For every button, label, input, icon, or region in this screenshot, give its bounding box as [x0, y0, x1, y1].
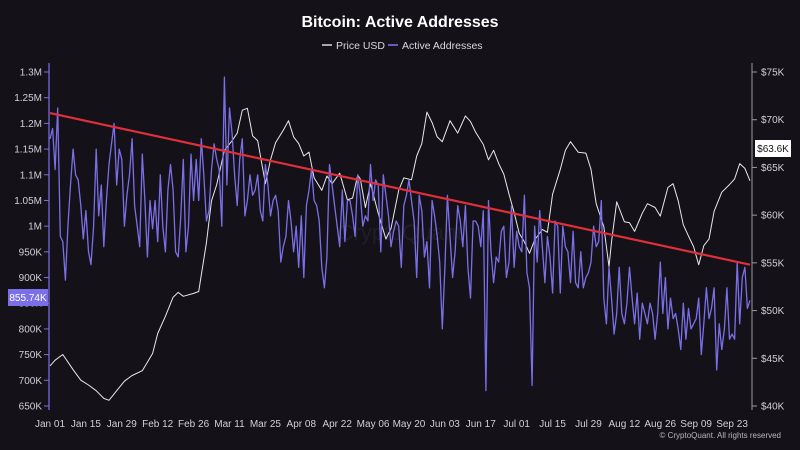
legend-label-price[interactable]: Price USD [336, 40, 385, 52]
left-tick-label: 1.3M [20, 68, 42, 79]
right-tick-label: $55K [761, 258, 785, 269]
current-price-label: $63.6K [757, 144, 789, 155]
x-tick-label: Feb 26 [178, 419, 210, 430]
left-tick-label: 700K [19, 376, 43, 387]
right-axis-ticks: $40K $45K $50K $55K $60K $65K $70K $75K [752, 68, 785, 413]
left-tick-label: 1.25M [14, 93, 42, 104]
left-tick-label: 1.2M [20, 119, 42, 130]
x-tick-label: Jun 17 [466, 419, 496, 430]
x-tick-label: May 20 [393, 419, 426, 430]
current-active-label: 855.74K [9, 293, 47, 304]
left-tick-label: 1.1M [20, 170, 42, 181]
right-tick-label: $75K [761, 68, 785, 79]
right-tick-label: $65K [761, 163, 785, 174]
legend-label-active-addresses[interactable]: Active Addresses [402, 40, 483, 52]
x-tick-label: Aug 12 [609, 419, 641, 430]
chart-title: Bitcoin: Active Addresses [301, 14, 498, 31]
axes [48, 63, 753, 410]
x-tick-label: Mar 11 [214, 419, 245, 430]
left-tick-label: 900K [19, 273, 43, 284]
x-tick-label: Apr 08 [287, 419, 317, 430]
x-tick-label: Aug 26 [644, 419, 676, 430]
x-tick-label: Jul 15 [539, 419, 566, 430]
active-addresses-line [49, 76, 751, 392]
x-tick-label: May 06 [357, 419, 390, 430]
left-tick-label: 800K [19, 324, 43, 335]
x-axis-ticks: Jan 01 Jan 15 Jan 29 Feb 12 Feb 26 Mar 11 Mar … [35, 419, 748, 430]
current-price-badge: $63.6K [755, 140, 791, 157]
left-axis-ticks: 650K700K750K800K850K900K950K1M1.05M1.1M1… [14, 68, 49, 413]
x-tick-label: Jul 01 [503, 419, 530, 430]
x-tick-label: Jan 15 [71, 419, 101, 430]
x-tick-label: Jan 29 [107, 419, 137, 430]
x-tick-label: Feb 12 [142, 419, 174, 430]
price-usd-line [49, 107, 751, 401]
left-tick-label: 1.15M [14, 145, 42, 156]
x-tick-label: Jan 01 [35, 419, 65, 430]
x-tick-label: Sep 09 [680, 419, 712, 430]
current-active-badge-bg [8, 289, 48, 306]
right-tick-label: $45K [761, 354, 785, 365]
right-tick-label: $50K [761, 306, 785, 317]
current-price-badge-bg [755, 140, 791, 157]
left-tick-label: 650K [19, 402, 43, 413]
right-tick-label: $60K [761, 211, 785, 222]
left-tick-label: 750K [19, 350, 43, 361]
left-tick-label: 950K [19, 247, 43, 258]
right-tick-label: $70K [761, 115, 785, 126]
x-tick-label: Sep 23 [716, 419, 748, 430]
chart-legend: Price USD Active Addresses [322, 40, 483, 52]
series-layer [49, 76, 751, 401]
credit-text: © CryptoQuant. All rights reserved [660, 431, 782, 440]
x-tick-label: Jun 03 [430, 419, 460, 430]
current-active-badge: 855.74K [8, 289, 48, 306]
right-tick-label: $40K [761, 402, 785, 413]
left-tick-label: 1.05M [14, 196, 42, 207]
x-tick-label: Apr 22 [322, 419, 352, 430]
trendline [49, 112, 751, 266]
left-tick-label: 1M [28, 222, 42, 233]
x-tick-label: Mar 25 [250, 419, 282, 430]
x-tick-label: Jul 29 [575, 419, 602, 430]
